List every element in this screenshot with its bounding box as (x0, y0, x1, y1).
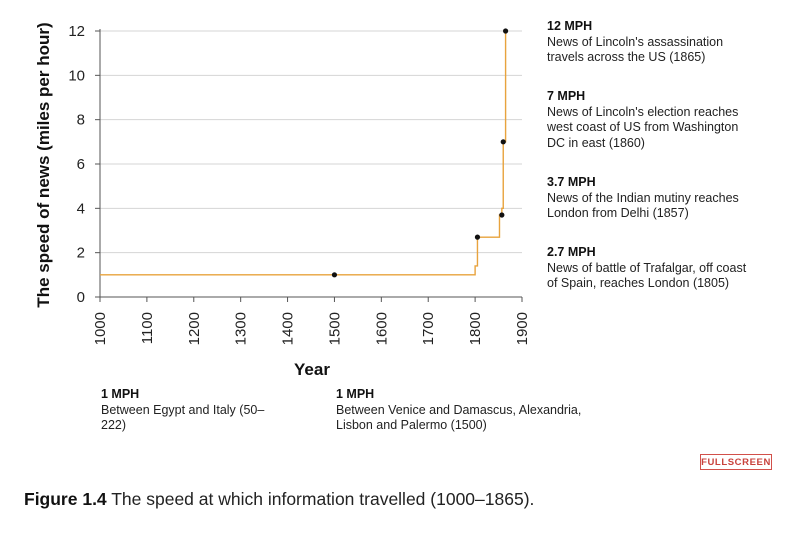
y-tick-label: 2 (77, 245, 85, 262)
annotation-text: News of battle of Trafalgar, off coast o… (547, 260, 747, 291)
x-tick-label: 1600 (373, 312, 390, 345)
x-axis-ticks: 1000 1100 1200 1300 1400 1500 1600 1700 1800 1900 (92, 297, 531, 345)
annotation-1mph-venice: 1 MPH Between Venice and Damascus, Alexa… (336, 387, 601, 434)
data-point (500, 139, 506, 145)
data-points (331, 28, 509, 278)
y-tick-label: 10 (68, 67, 85, 84)
y-tick-label: 0 (77, 289, 85, 306)
y-tick-label: 12 (68, 23, 85, 40)
annotation-speed: 7 MPH (547, 89, 586, 103)
data-point (502, 28, 509, 34)
y-tick-label: 8 (77, 112, 85, 129)
annotation-12mph: 12 MPH News of Lincoln's assassination t… (547, 19, 757, 66)
speed-line (100, 31, 507, 276)
x-tick-label: 1000 (92, 312, 109, 345)
data-point (331, 272, 338, 278)
annotation-speed: 12 MPH (547, 19, 593, 33)
x-tick-label: 1900 (514, 312, 531, 345)
x-tick-label: 1500 (326, 312, 343, 345)
data-point (474, 234, 481, 240)
annotation-7mph: 7 MPH News of Lincoln's election reaches… (547, 89, 757, 151)
annotation-text: News of Lincoln's election reaches west … (547, 104, 739, 150)
figure-caption: Figure 1.4 The speed at which informatio… (24, 489, 534, 510)
x-tick-label: 1800 (467, 312, 484, 345)
x-tick-label: 1700 (420, 312, 437, 345)
y-tick-label: 4 (77, 200, 85, 217)
chart-gridlines (100, 30, 522, 254)
x-tick-label: 1400 (280, 312, 297, 345)
annotation-text: Between Egypt and Italy (50–222) (101, 402, 265, 433)
annotation-3-7mph: 3.7 MPH News of the Indian mutiny reache… (547, 175, 757, 222)
x-axis-label: Year (294, 360, 330, 379)
y-tick-label: 6 (77, 156, 85, 173)
fullscreen-button[interactable]: FULLSCREEN (700, 454, 772, 470)
annotation-1mph-egypt: 1 MPH Between Egypt and Italy (50–222) (101, 387, 266, 434)
annotation-speed: 2.7 MPH (547, 245, 596, 259)
annotation-text: News of Lincoln's assassination travels … (547, 34, 724, 65)
annotation-speed: 1 MPH (336, 387, 375, 401)
y-axis-ticks: 0 2 4 6 8 10 12 (68, 23, 100, 306)
annotation-speed: 3.7 MPH (547, 175, 596, 189)
annotation-speed: 1 MPH (101, 387, 140, 401)
speed-of-news-chart: 0 2 4 6 8 10 12 1000 1100 1200 1300 1400 1500 1600 17… (34, 22, 531, 379)
annotation-text: News of the Indian mutiny reaches London… (547, 190, 739, 221)
chart-axes (99, 29, 522, 298)
data-point (499, 212, 505, 218)
figure-number: Figure 1.4 (24, 489, 107, 509)
y-axis-label: The speed of news (miles per hour) (34, 22, 53, 307)
caption-text: The speed at which information travelled… (106, 489, 535, 509)
annotation-text: Between Venice and Damascus, Alexandria,… (336, 402, 582, 433)
x-tick-label: 1200 (186, 312, 203, 345)
x-tick-label: 1100 (139, 312, 156, 344)
x-tick-label: 1300 (233, 312, 250, 345)
annotation-2-7mph: 2.7 MPH News of battle of Trafalgar, off… (547, 245, 747, 292)
